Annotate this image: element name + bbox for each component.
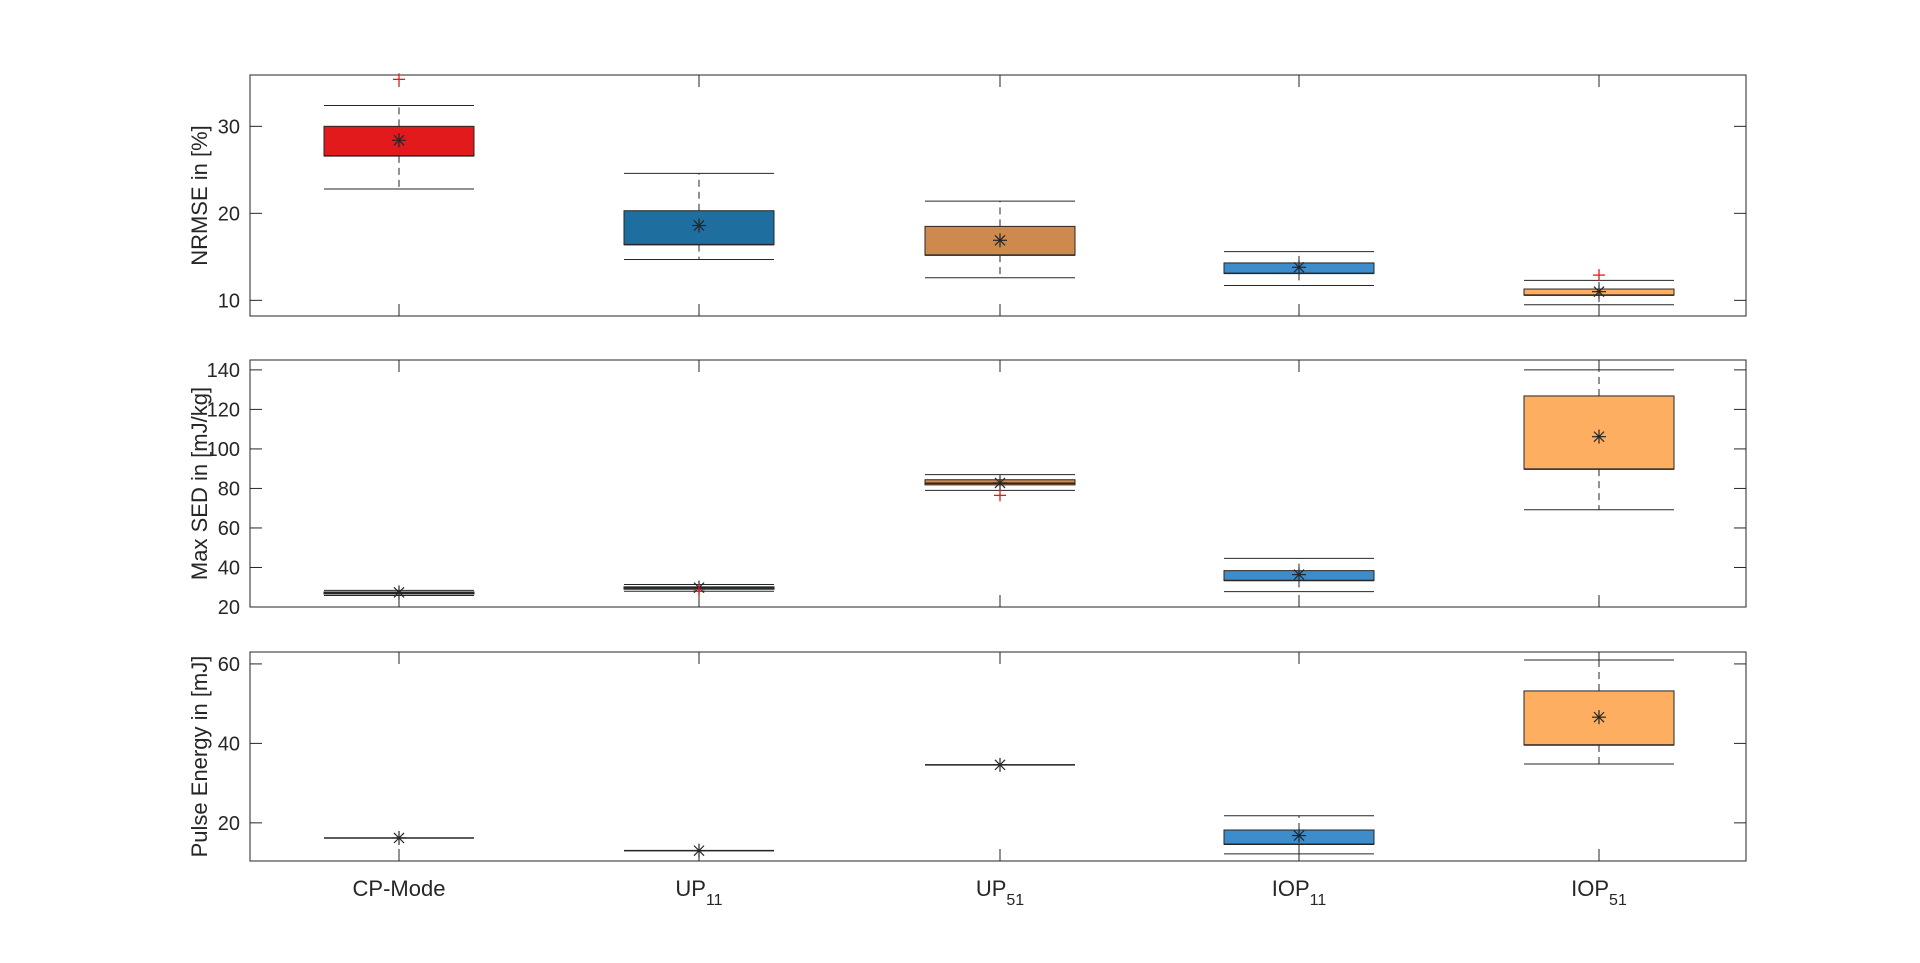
y-tick-label: 60 [218, 518, 240, 540]
y-axis-label: NRMSE in [%] [187, 125, 212, 266]
axes-frame [249, 74, 1747, 317]
box-4 [1223, 251, 1375, 287]
outlier-marker [393, 73, 405, 86]
x-tick-label: IOP11 [1272, 876, 1327, 909]
outlier-marker [994, 489, 1006, 502]
box-5 [1523, 369, 1675, 511]
y-tick-label: 80 [218, 478, 240, 500]
mean-marker [1592, 429, 1606, 444]
box-1 [324, 830, 474, 845]
y-tick-label: 40 [218, 733, 240, 755]
y-axis-label: Pulse Energy in [mJ] [187, 656, 212, 858]
mean-marker [392, 585, 406, 600]
box-1 [323, 73, 475, 190]
mean-marker [692, 218, 706, 233]
axes-frame [249, 651, 1747, 862]
x-tick-label: IOP51 [1571, 876, 1627, 909]
box-2 [623, 580, 775, 596]
mean-marker [1292, 260, 1306, 275]
y-tick-label: 10 [218, 290, 240, 312]
outlier-marker [1593, 269, 1605, 282]
mean-marker [993, 233, 1007, 248]
box-1 [323, 585, 475, 600]
box-4 [1223, 815, 1375, 855]
panel-2: 20 40 60 80 100 120 140 Max SED in [mJ/kg] [187, 359, 1747, 619]
box-3 [925, 757, 1075, 772]
mean-marker [392, 830, 406, 845]
y-tick-label: 30 [218, 116, 240, 138]
mean-marker [1292, 567, 1306, 582]
panel-1: 10 20 30 NRMSE in [%] [187, 73, 1747, 317]
box-3 [924, 200, 1076, 279]
y-tick-label: 100 [207, 439, 240, 461]
box-2 [624, 843, 774, 858]
box-5 [1523, 659, 1675, 765]
mean-marker [1592, 710, 1606, 725]
mean-marker [1592, 284, 1606, 299]
box-3 [924, 474, 1076, 502]
mean-marker [993, 757, 1007, 772]
x-tick-label: UP11 [675, 876, 722, 909]
x-tick-label: CP-Mode [353, 876, 446, 901]
mean-marker [1292, 828, 1306, 843]
x-tick-label: UP51 [976, 876, 1024, 909]
outlier-marker [693, 583, 705, 596]
mean-marker [392, 133, 406, 148]
y-axis-label: Max SED in [mJ/kg] [187, 387, 212, 580]
mean-marker [692, 843, 706, 858]
y-tick-label: 20 [218, 597, 240, 619]
y-tick-label: 20 [218, 813, 240, 835]
y-tick-label: 60 [218, 654, 240, 676]
y-tick-label: 140 [207, 360, 240, 382]
y-tick-label: 120 [207, 399, 240, 421]
box-2 [623, 172, 775, 260]
box-5 [1523, 269, 1675, 306]
y-tick-label: 20 [218, 203, 240, 225]
panel-3: 20 40 60 Pulse Energy in [mJ] [187, 651, 1747, 862]
box-4 [1223, 557, 1375, 593]
y-tick-label: 40 [218, 557, 240, 579]
mean-marker [993, 475, 1007, 490]
